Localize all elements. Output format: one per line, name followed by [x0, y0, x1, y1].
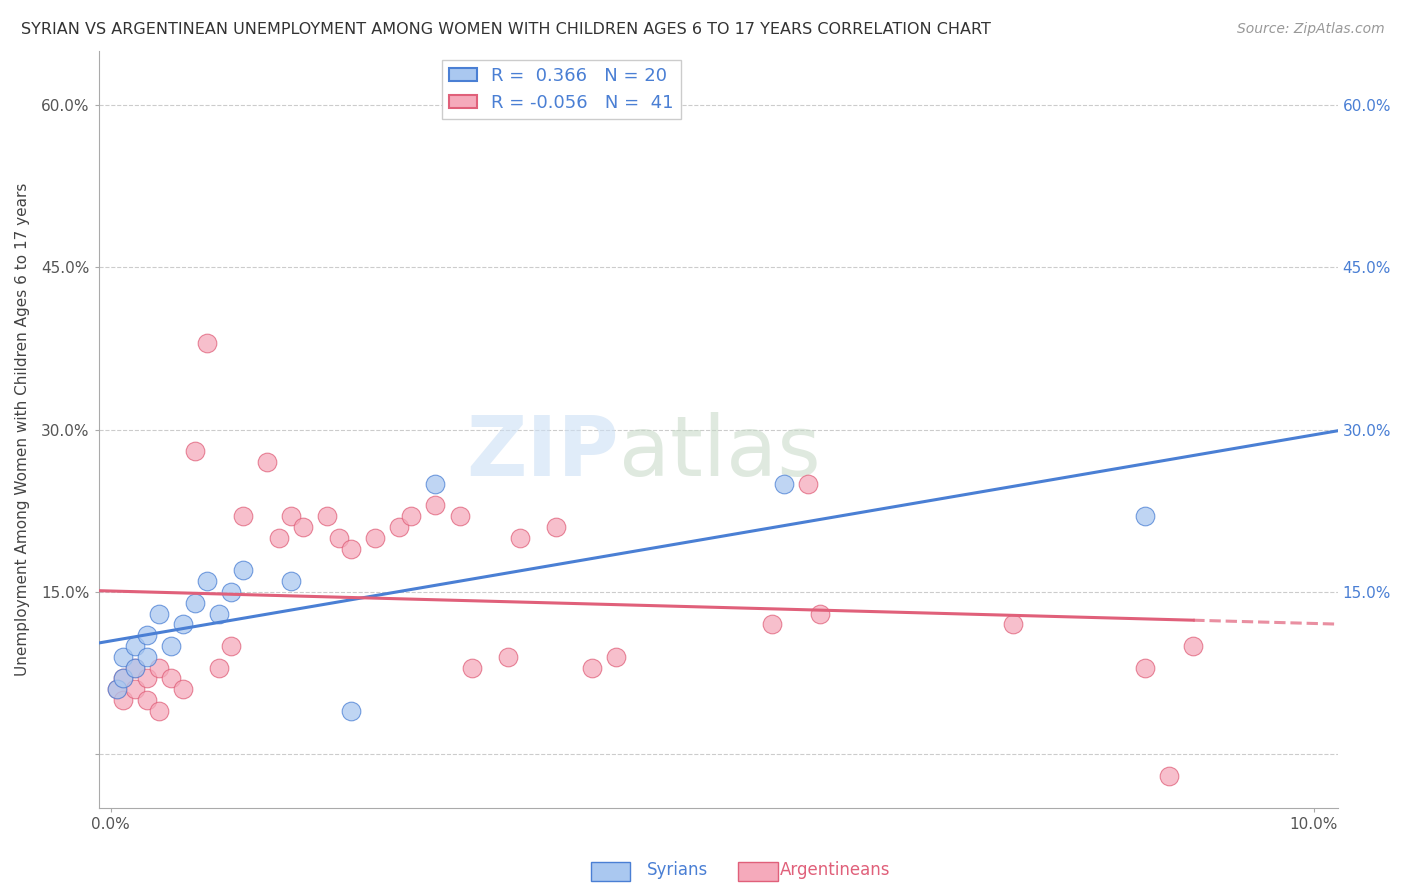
Point — [364, 531, 387, 545]
Point — [124, 660, 146, 674]
Text: atlas: atlas — [619, 412, 821, 492]
Text: Argentineans: Argentineans — [780, 861, 891, 879]
Point — [124, 660, 146, 674]
Point — [797, 476, 820, 491]
Point — [111, 693, 134, 707]
Point — [135, 649, 157, 664]
Point — [280, 574, 302, 588]
Point — [135, 693, 157, 707]
Point — [544, 520, 567, 534]
Point — [449, 509, 471, 524]
Point — [388, 520, 411, 534]
Point — [280, 509, 302, 524]
Point — [340, 704, 363, 718]
Point — [111, 672, 134, 686]
Point — [773, 476, 796, 491]
Point — [340, 541, 363, 556]
Point — [184, 444, 207, 458]
Point — [401, 509, 423, 524]
Point — [148, 704, 170, 718]
Point — [135, 628, 157, 642]
Legend: R =  0.366   N = 20, R = -0.056   N =  41: R = 0.366 N = 20, R = -0.056 N = 41 — [443, 60, 681, 120]
Point — [316, 509, 339, 524]
Point — [256, 455, 278, 469]
Point — [1133, 509, 1156, 524]
Point — [219, 585, 242, 599]
Point — [148, 660, 170, 674]
Point — [105, 682, 128, 697]
Point — [605, 649, 627, 664]
Text: ZIP: ZIP — [467, 412, 619, 492]
Point — [148, 607, 170, 621]
Point — [1159, 769, 1181, 783]
Point — [1182, 639, 1205, 653]
Text: Source: ZipAtlas.com: Source: ZipAtlas.com — [1237, 22, 1385, 37]
Point — [105, 682, 128, 697]
Point — [124, 682, 146, 697]
Point — [425, 498, 447, 512]
Point — [1001, 617, 1024, 632]
Point — [111, 649, 134, 664]
Point — [496, 649, 519, 664]
Point — [184, 596, 207, 610]
Point — [425, 476, 447, 491]
Point — [124, 639, 146, 653]
Point — [292, 520, 315, 534]
Point — [460, 660, 482, 674]
Point — [328, 531, 350, 545]
Point — [208, 607, 231, 621]
Point — [232, 563, 254, 577]
Text: SYRIAN VS ARGENTINEAN UNEMPLOYMENT AMONG WOMEN WITH CHILDREN AGES 6 TO 17 YEARS : SYRIAN VS ARGENTINEAN UNEMPLOYMENT AMONG… — [21, 22, 991, 37]
Point — [159, 672, 181, 686]
Point — [267, 531, 290, 545]
Point — [808, 607, 831, 621]
Point — [208, 660, 231, 674]
Y-axis label: Unemployment Among Women with Children Ages 6 to 17 years: Unemployment Among Women with Children A… — [15, 183, 30, 676]
Point — [172, 682, 194, 697]
Point — [172, 617, 194, 632]
Point — [135, 672, 157, 686]
Point — [195, 335, 218, 350]
Point — [581, 660, 603, 674]
Text: Syrians: Syrians — [647, 861, 709, 879]
Point — [509, 531, 531, 545]
Point — [159, 639, 181, 653]
Point — [195, 574, 218, 588]
Point — [232, 509, 254, 524]
Point — [111, 672, 134, 686]
Point — [761, 617, 783, 632]
Point — [1133, 660, 1156, 674]
Point — [219, 639, 242, 653]
